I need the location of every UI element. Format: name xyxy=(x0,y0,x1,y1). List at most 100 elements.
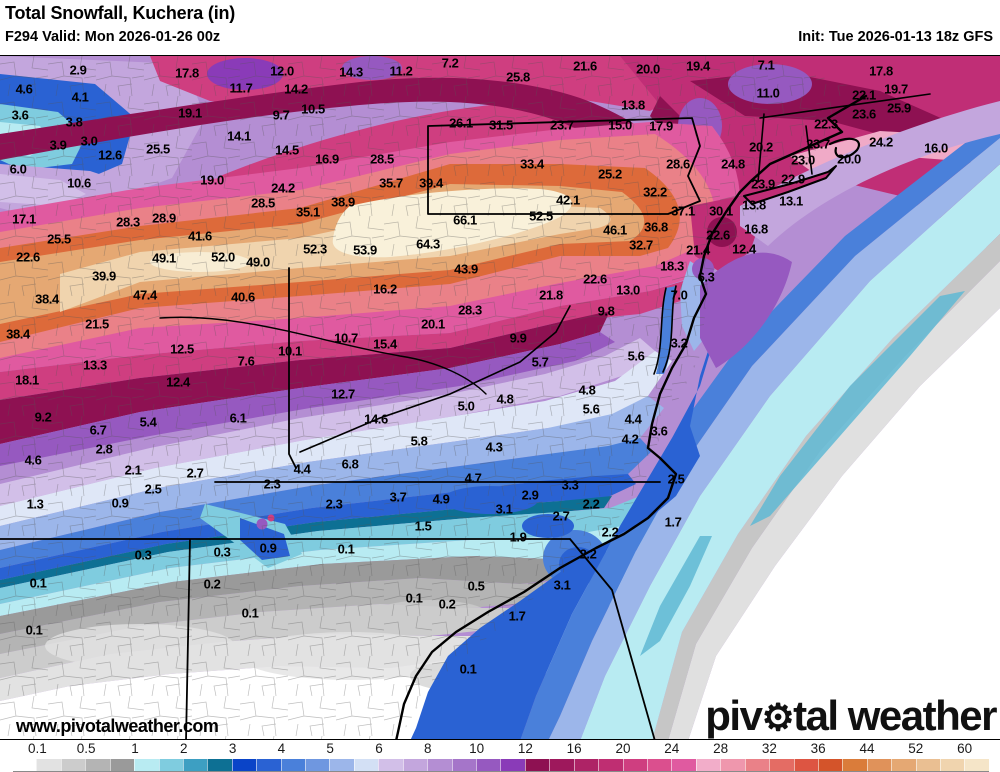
snowfall-value-label: 47.4 xyxy=(133,287,157,303)
snowfall-value-label: 6.1 xyxy=(229,410,247,426)
snowfall-value-label: 4.6 xyxy=(24,452,42,468)
snowfall-value-label: 1.3 xyxy=(26,496,44,512)
snowfall-value-label: 10.6 xyxy=(67,175,91,191)
snowfall-value-label: 23.0 xyxy=(791,152,815,168)
snowfall-value-label: 52.3 xyxy=(303,241,327,257)
snowfall-value-label: 13.8 xyxy=(742,197,766,213)
snowfall-value-label: 5.4 xyxy=(139,414,157,430)
snowfall-value-label: 38.4 xyxy=(6,326,30,342)
colorbar-segment xyxy=(915,759,941,771)
colorbar-tick: 0.5 xyxy=(76,741,96,756)
colorbar-segment xyxy=(329,759,354,771)
colorbar-segment xyxy=(231,759,257,771)
snowfall-value-label: 3.1 xyxy=(495,501,513,517)
snowfall-value-label: 7.6 xyxy=(237,353,255,369)
colorbar-segment xyxy=(671,759,696,771)
snowfall-value-label: 9.2 xyxy=(34,409,52,425)
snowfall-value-label: 4.8 xyxy=(578,382,596,398)
snowfall-value-label: 28.6 xyxy=(666,156,690,172)
snowfall-value-label: 39.9 xyxy=(92,268,116,284)
snowfall-value-label: 40.6 xyxy=(231,289,255,305)
colorbar-tick: 20 xyxy=(615,741,631,756)
colorbar-segment xyxy=(353,759,379,771)
snowfall-value-label: 0.9 xyxy=(259,540,277,556)
colorbar-tick: 32 xyxy=(761,741,777,756)
snowfall-value-label: 1.7 xyxy=(664,514,682,530)
snowfall-value-label: 14.2 xyxy=(284,81,308,97)
snowfall-value-label: 20.2 xyxy=(749,139,773,155)
snowfall-value-label: 25.8 xyxy=(506,69,530,85)
snowfall-value-label: 0.3 xyxy=(134,547,152,563)
snowfall-value-label: 46.1 xyxy=(603,222,627,238)
colorbar-segment xyxy=(524,759,550,771)
snowfall-value-label: 20.0 xyxy=(837,151,861,167)
snowfall-value-label: 3.8 xyxy=(65,114,83,130)
snowfall-value-label: 3.2 xyxy=(670,335,688,351)
snowfall-value-label: 39.4 xyxy=(419,175,443,191)
snowfall-value-label: 16.0 xyxy=(924,140,948,156)
snowfall-value-label: 18.3 xyxy=(660,258,684,274)
colorbar-area: 0.1 0.5 1 2 3 4 5 6 8 10 12 16 20 24 28 32 36 44 52 60 xyxy=(0,740,1000,772)
colorbar-scale[interactable] xyxy=(13,759,989,772)
colorbar-segment xyxy=(36,759,61,771)
colorbar-tick: 6 xyxy=(375,741,383,756)
snowfall-value-label: 32.7 xyxy=(629,237,653,253)
colorbar-tick: 12 xyxy=(517,741,533,756)
snowfall-value-label: 16.8 xyxy=(744,221,768,237)
snowfall-value-label: 22.1 xyxy=(852,87,876,103)
colorbar-segment xyxy=(817,759,843,771)
snowfall-value-label: 23.6 xyxy=(852,106,876,122)
snowfall-map[interactable]: 2.9 17.8 12.0 14.3 11.2 7.2 25.8 21.6 20.0 19.4 7.… xyxy=(0,55,1000,740)
colorbar-segment xyxy=(13,759,37,771)
snowfall-value-label: 10.1 xyxy=(278,343,302,359)
colorbar-segment xyxy=(646,759,672,771)
colorbar-segment xyxy=(744,759,770,771)
snowfall-value-label: 26.1 xyxy=(449,115,473,131)
colorbar-segment xyxy=(134,759,159,771)
colorbar-tick: 36 xyxy=(810,741,826,756)
snowfall-value-label: 10.7 xyxy=(334,330,358,346)
colorbar-tick: 24 xyxy=(664,741,680,756)
snowfall-value-label: 5.6 xyxy=(627,348,645,364)
snowfall-value-label: 19.7 xyxy=(884,81,908,97)
snowfall-value-label: 0.3 xyxy=(213,544,231,560)
snowfall-value-label: 53.9 xyxy=(353,242,377,258)
snowfall-value-label: 12.5 xyxy=(170,341,194,357)
snowfall-value-label: 22.6 xyxy=(16,249,40,265)
snowfall-value-label: 38.9 xyxy=(331,194,355,210)
snowfall-value-label: 11.2 xyxy=(389,63,413,79)
snowfall-value-label: 28.5 xyxy=(251,195,275,211)
snowfall-value-label: 0.5 xyxy=(467,578,485,594)
snowfall-value-label: 20.0 xyxy=(636,61,660,77)
colorbar-tick: 2 xyxy=(180,741,188,756)
snowfall-value-label: 12.0 xyxy=(270,63,294,79)
colorbar-tick: 8 xyxy=(424,741,432,756)
colorbar-segment xyxy=(280,759,306,771)
snowfall-value-label: 22.9 xyxy=(781,171,805,187)
logo-text-piv: piv xyxy=(705,692,763,739)
snowfall-value-label: 4.9 xyxy=(432,491,450,507)
colorbar-segment xyxy=(891,759,916,771)
snowfall-value-label: 1.5 xyxy=(414,518,432,534)
snowfall-value-label: 14.1 xyxy=(227,128,251,144)
snowfall-value-label: 32.2 xyxy=(643,184,667,200)
snowfall-value-label: 21.8 xyxy=(539,287,563,303)
snowfall-value-label: 0.1 xyxy=(25,622,43,638)
snowfall-value-label: 37.1 xyxy=(671,203,695,219)
snowfall-value-label: 4.3 xyxy=(485,439,503,455)
snowfall-value-label: 5.7 xyxy=(531,354,549,370)
snowfall-value-label: 4.1 xyxy=(71,89,89,105)
snowfall-value-label: 0.9 xyxy=(111,495,129,511)
snowfall-value-label: 1.9 xyxy=(509,529,527,545)
snowfall-value-label: 43.9 xyxy=(454,261,478,277)
snowfall-value-label: 6.8 xyxy=(341,456,359,472)
snowfall-value-label: 25.5 xyxy=(47,231,71,247)
snowfall-value-label: 52.5 xyxy=(529,208,553,224)
snowfall-value-label: 2.2 xyxy=(579,546,597,562)
snowfall-value-label: 0.1 xyxy=(459,661,477,677)
snowfall-value-label: 5.6 xyxy=(582,401,600,417)
colorbar-tick: 10 xyxy=(469,741,485,756)
snowfall-value-label: 2.5 xyxy=(667,471,685,487)
colorbar-segment xyxy=(866,759,892,771)
snowfall-value-label: 4.7 xyxy=(464,470,482,486)
